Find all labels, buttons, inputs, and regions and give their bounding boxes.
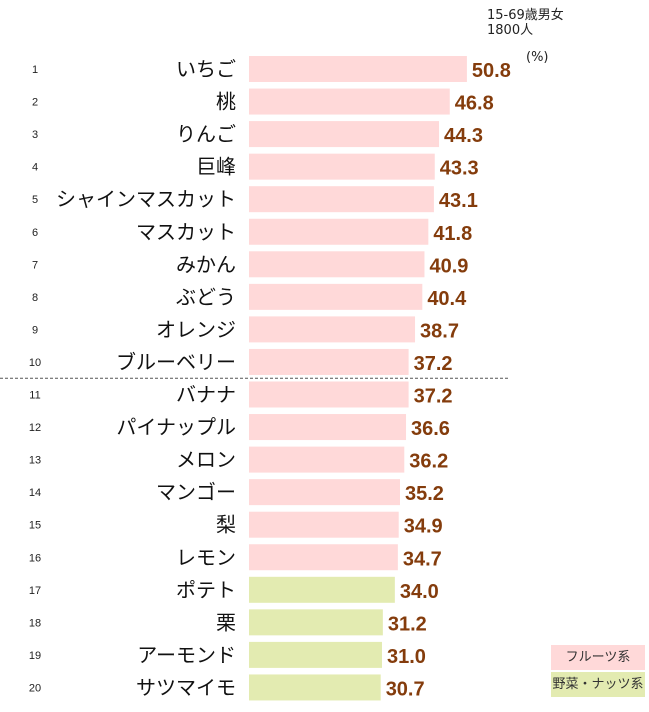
bar [249,88,450,115]
rank-label: 5 [32,194,38,206]
value-label: 43.3 [440,158,479,180]
category-label: 梨 [216,513,236,537]
bar [249,641,382,668]
value-label: 34.0 [400,581,439,603]
value-label: 30.7 [386,678,425,700]
rank-label: 11 [29,390,40,402]
category-label: アーモンド [137,643,236,667]
bar [249,121,440,148]
bar [249,381,409,408]
value-label: 44.3 [444,125,483,147]
rank-label: 19 [29,650,41,662]
rank-label: 16 [29,552,41,564]
rank-label: 14 [29,487,41,499]
value-label: 46.8 [455,93,494,115]
legend-veg-nuts: 野菜・ナッツ系 [551,672,645,697]
rank-label: 12 [29,422,41,434]
bar [249,56,467,82]
note-line-2: 1800人 [487,23,534,38]
category-label: マンゴー [156,480,236,504]
bar [249,283,423,310]
value-label: 31.0 [387,646,426,668]
category-label: バナナ [176,383,236,407]
value-label: 36.6 [411,418,450,440]
category-label: サツマイモ [136,675,236,699]
value-label: 43.1 [439,190,478,212]
value-label: 36.2 [409,451,448,473]
value-label: 34.7 [403,548,442,570]
rank-label: 18 [29,617,41,629]
rank-label: 1 [32,64,38,76]
value-label: 40.4 [427,288,467,310]
category-label: オレンジ [156,317,236,341]
category-label: 桃 [216,90,236,114]
rank-label: 3 [32,129,38,141]
value-label: 38.7 [420,320,459,342]
value-label: 41.8 [433,223,472,245]
rank-label: 20 [29,682,41,694]
bar [249,576,395,603]
note-line-1: 15-69歳男女 [487,8,564,23]
rank-label: 8 [32,292,38,304]
bar [249,348,409,375]
rank-label: 9 [32,324,38,336]
rank-label: 2 [32,97,38,109]
category-label: 栗 [216,610,236,634]
bar [249,316,416,343]
rank-label: 17 [29,585,41,597]
category-label: いちご [176,57,236,81]
category-label: メロン [176,448,236,472]
category-label: ぶどう [176,285,236,309]
category-label: 巨峰 [196,155,236,179]
bar [249,479,401,506]
category-label: りんご [176,122,236,146]
legend-fruit: フルーツ系 [551,645,645,670]
category-label: ポテト [176,578,236,602]
category-label: マスカット [136,220,236,244]
bar [249,609,383,636]
bar [249,414,407,441]
bar [249,218,429,245]
bar [249,186,434,213]
value-label: 35.2 [405,483,444,505]
value-label: 37.2 [414,386,453,408]
rank-label: 4 [32,162,38,174]
category-label: レモン [176,545,236,569]
bar [249,251,425,278]
bar [249,153,435,180]
category-label: みかん [176,252,236,276]
bar [249,511,399,538]
value-label: 34.9 [404,516,443,538]
value-label: 37.2 [414,353,453,375]
rank-label: 10 [29,357,41,369]
category-label: シャインマスカット [56,187,236,211]
rank-label: 13 [29,455,41,467]
bar [249,544,398,571]
category-label: パイナップル [116,415,236,439]
rank-label: 6 [32,227,38,239]
bar [249,674,381,701]
value-label: 50.8 [472,60,511,82]
rank-label: 7 [32,259,38,271]
rank-label: 15 [29,520,41,532]
value-label: 31.2 [388,613,427,635]
bar [249,446,405,473]
category-label: ブルーベリー [116,350,236,374]
unit-label: (%) [526,50,549,65]
sample-note: 15-69歳男女 1800人 [487,8,564,38]
value-label: 40.9 [429,255,468,277]
